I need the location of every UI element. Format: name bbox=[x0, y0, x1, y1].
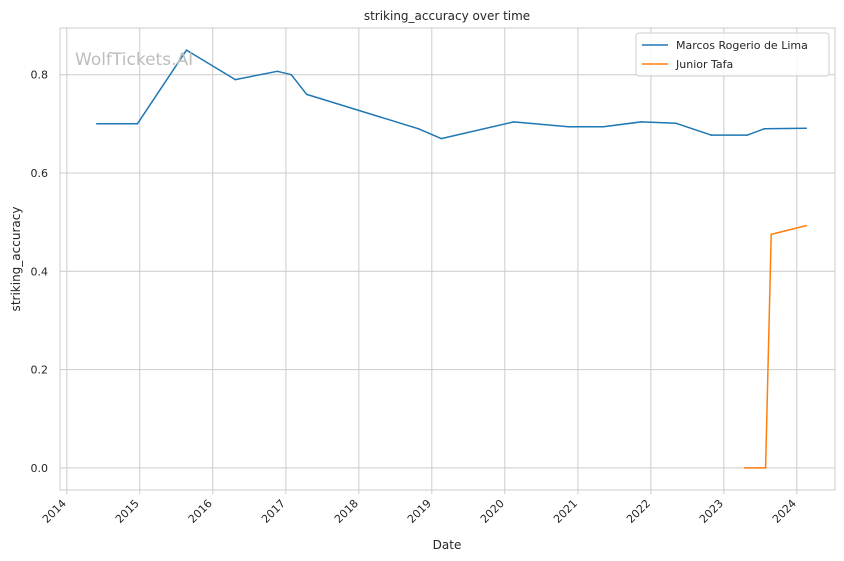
legend: Marcos Rogerio de Lima Junior Tafa bbox=[635, 32, 830, 77]
legend-label-marcos: Marcos Rogerio de Lima bbox=[676, 39, 808, 52]
series-0-point-8 bbox=[440, 137, 443, 140]
watermark: WolfTickets.AI bbox=[75, 50, 193, 70]
series-1-point-3 bbox=[805, 224, 807, 227]
series-0-point-14 bbox=[710, 134, 712, 136]
series-0-point-0 bbox=[96, 123, 98, 125]
series-0-point-16 bbox=[763, 128, 765, 130]
series-0-point-17 bbox=[805, 127, 807, 130]
series-0-point-15 bbox=[746, 134, 749, 136]
plot-area bbox=[59, 27, 836, 491]
series-line-1 bbox=[744, 224, 807, 469]
legend-label-tafa: Junior Tafa bbox=[675, 58, 733, 71]
series-line-0 bbox=[96, 49, 807, 140]
series-0-point-10 bbox=[567, 126, 570, 128]
y-tick-label: 0.0 bbox=[31, 462, 49, 475]
x-axis-label: Date bbox=[433, 538, 462, 552]
series-0-point-7 bbox=[417, 128, 420, 130]
y-axis-label: striking_accuracy bbox=[9, 207, 23, 312]
series-lines bbox=[96, 49, 807, 469]
series-0-point-11 bbox=[602, 126, 605, 128]
series-0-point-3 bbox=[234, 78, 237, 81]
y-tick-label: 0.2 bbox=[31, 364, 49, 377]
series-0-point-9 bbox=[513, 121, 515, 123]
y-tick-label: 0.6 bbox=[31, 167, 49, 180]
series-0-point-5 bbox=[290, 73, 293, 76]
series-0-point-13 bbox=[675, 122, 677, 125]
legend-box bbox=[635, 32, 830, 77]
y-tick-label: 0.8 bbox=[31, 69, 49, 82]
y-tick-label: 0.4 bbox=[31, 265, 49, 278]
y-axis-ticks: 0.0 0.2 0.4 0.6 0.8 bbox=[31, 69, 49, 475]
series-1-point-2 bbox=[770, 233, 772, 236]
series-0-point-12 bbox=[640, 121, 642, 123]
series-1-point-0 bbox=[743, 467, 746, 469]
series-0-point-4 bbox=[276, 70, 279, 73]
series-0-point-1 bbox=[136, 123, 139, 125]
series-0-point-6 bbox=[305, 93, 308, 96]
grid bbox=[60, 28, 835, 490]
series-0-point-2 bbox=[185, 49, 188, 51]
series-1-point-1 bbox=[764, 467, 767, 469]
chart-title: striking_accuracy over time bbox=[364, 9, 530, 23]
